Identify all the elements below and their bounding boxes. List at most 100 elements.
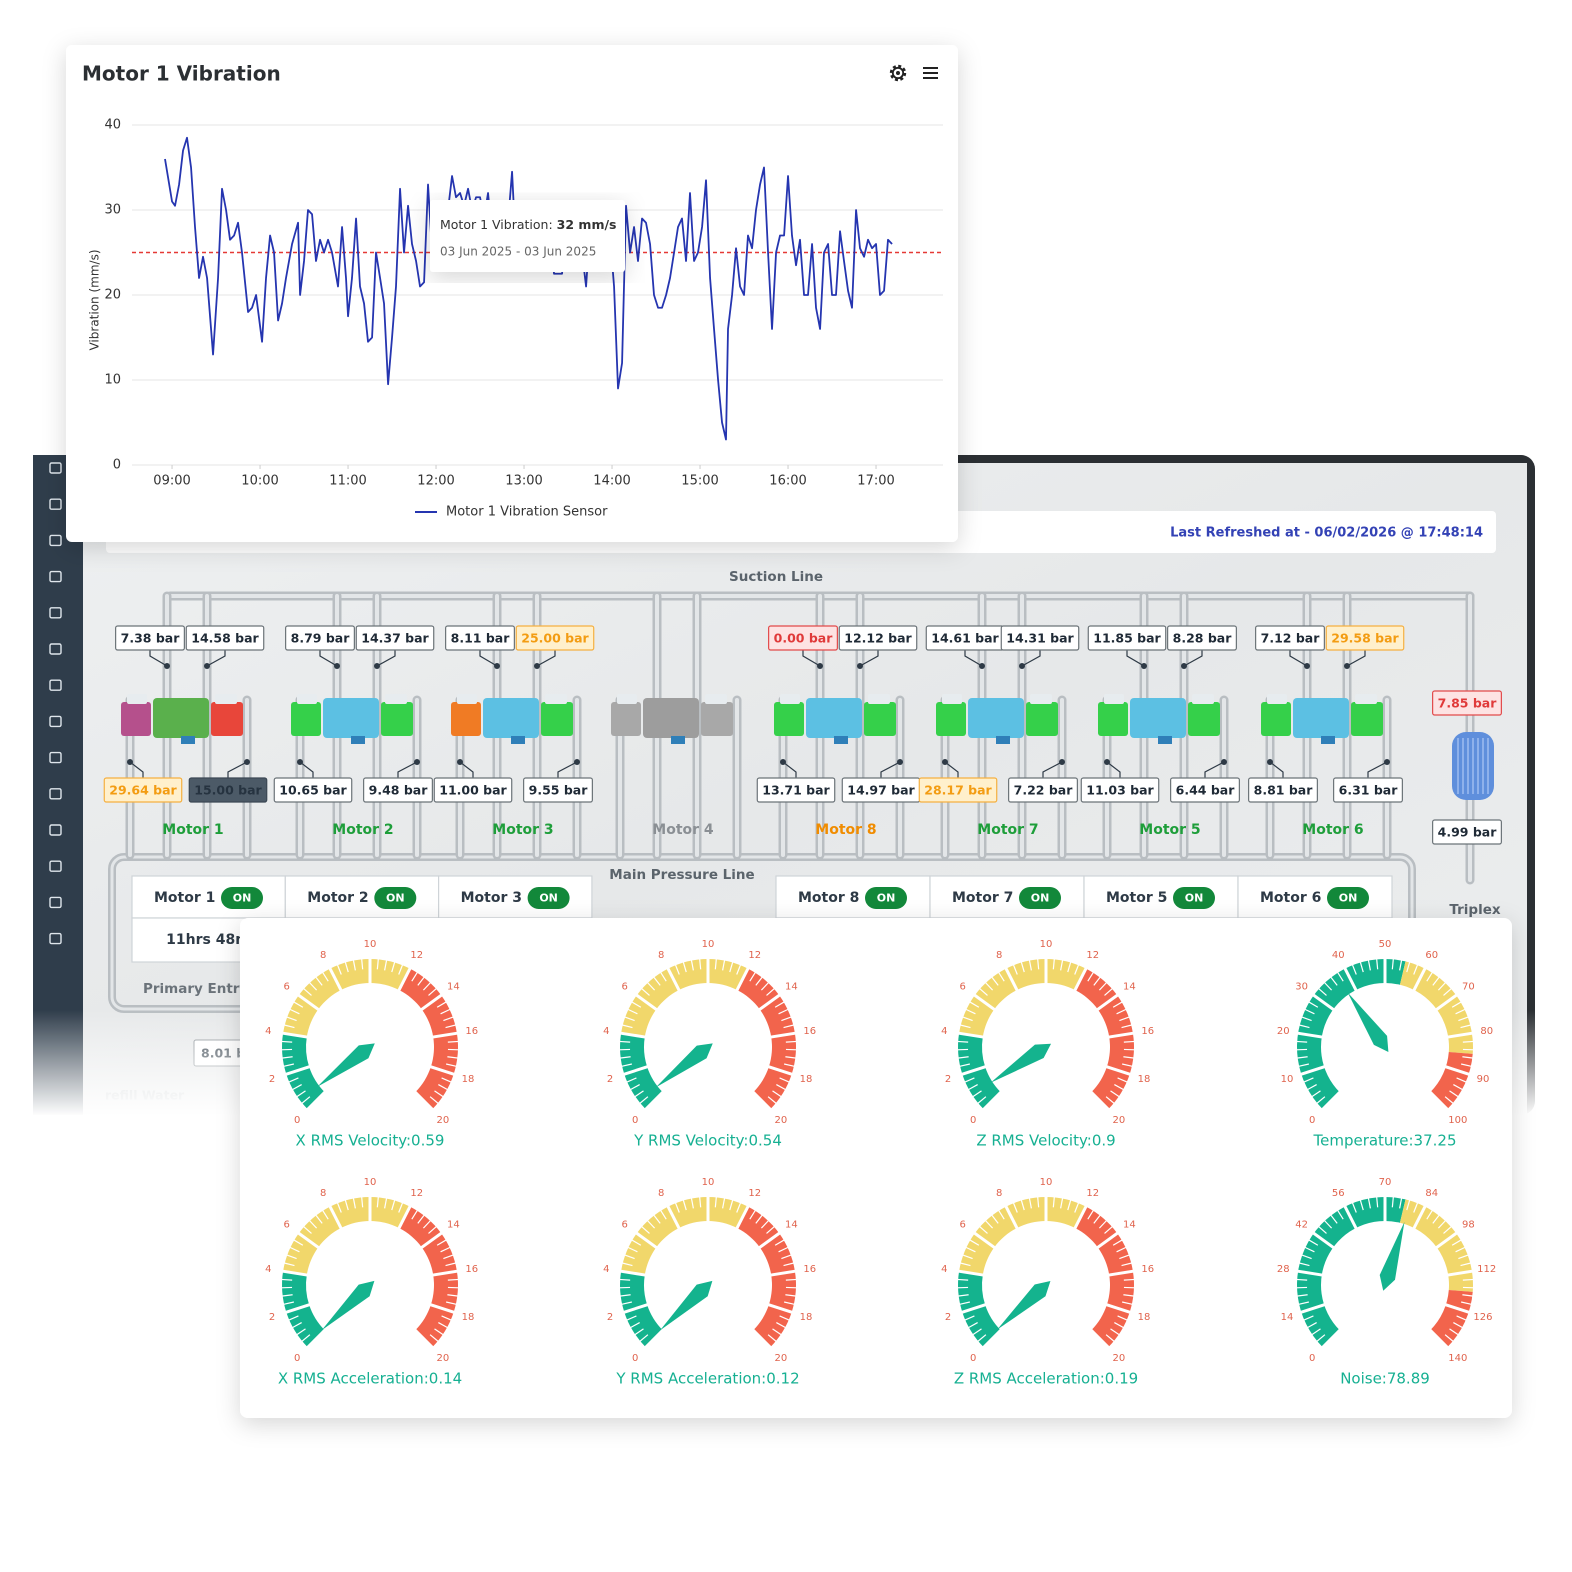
motor-name: Motor 4 [652,822,714,838]
menu-icon[interactable] [923,67,938,79]
pressure-label-box [918,777,998,803]
gauge-tick-label: 4 [941,1264,947,1275]
gauge-major-tick [734,1204,751,1231]
sidebar-icon[interactable] [49,751,62,764]
gauge-minor-tick [749,1209,757,1220]
gauge-minor-tick [422,981,432,991]
gauge-tick-label: 14 [1281,1312,1294,1323]
gauge-minor-tick [283,1262,295,1267]
gauge-minor-tick [1060,959,1064,971]
x-tick-label: 11:00 [329,474,366,489]
on-pill-label: ON [386,892,405,905]
x-tick-label: 13:00 [505,474,542,489]
gauge-minor-tick [624,1254,635,1260]
gauge-tick-label: 18 [1138,1074,1151,1085]
gauge-minor-tick [640,987,650,996]
pressure-label: 6.44 bar [1176,783,1236,798]
sidebar-icon[interactable] [49,607,62,619]
gauge-minor-tick [722,959,726,971]
sidebar-icon[interactable] [49,896,62,909]
gauge-tick-label: 20 [1112,1115,1125,1126]
sidebar-icon[interactable] [49,860,62,872]
gauge-minor-tick [969,1239,980,1246]
gauge-band [282,1271,325,1348]
gauge-major-tick [1320,1327,1343,1350]
tooltip-value: 32 mm/s [557,217,617,232]
connector [1126,650,1145,667]
sidebar-icon[interactable] [49,643,62,655]
gauge-tick-label: 98 [1462,1219,1475,1230]
gauge-minor-tick [440,1246,451,1253]
gauge-minor-tick [626,1315,637,1321]
gauge-major-tick [1295,1031,1324,1039]
gauge-tick-label: 84 [1425,1188,1438,1199]
sidebar-icon[interactable] [49,534,62,547]
gear-teeth[interactable] [889,64,907,82]
gauge-minor-tick [1110,1328,1120,1336]
gauge-minor-tick [417,1214,426,1224]
gear-hub[interactable] [896,71,900,75]
card [66,45,958,542]
gauge-minor-tick [1114,1084,1125,1091]
gauge-minor-tick [783,1262,795,1267]
gauge-minor-tick [1304,1246,1315,1253]
pressure-label-box [1087,625,1167,651]
motor-top [1030,694,1052,704]
gauge-minor-tick [1114,1322,1125,1329]
gauge-minor-tick [1012,964,1018,975]
sidebar-icon[interactable] [49,932,62,945]
sidebar-icon[interactable] [49,679,62,691]
gauge-major-tick [1443,1302,1472,1315]
y-tick-label: 0 [113,458,121,473]
connector-dot [1181,663,1187,669]
gauge-minor-tick [652,1214,661,1224]
gauge-minor-tick [1306,1322,1317,1329]
motor-end-left [1098,702,1128,736]
gauge-minor-tick [965,1008,976,1015]
gauge-minor-tick [778,1246,789,1253]
connector [944,761,959,778]
gauge-minor-tick [785,1040,797,1043]
gauge-major-tick [428,1302,457,1315]
gauge-tick-label: 8 [320,1188,326,1199]
gauge-major-tick [757,992,782,1012]
gauge-minor-tick [289,1246,300,1253]
gauge-minor-tick [1028,1197,1032,1209]
gauge: 0 14 28 42 56 70 84 98 112 126 140 Noise:78.89 [1277,1177,1496,1388]
gauge-minor-tick [445,1301,457,1306]
gauge-minor-tick [1037,958,1040,970]
gauge-needle [1347,992,1389,1052]
sidebar-icon[interactable] [49,715,62,728]
sidebar-icon[interactable] [49,462,62,474]
gear-body[interactable] [891,66,905,80]
gauge-minor-tick [1296,1278,1308,1281]
pressure-label-box [1248,777,1318,803]
gauge-minor-tick [1462,1056,1474,1059]
gauge-major-tick [643,1089,666,1112]
gauge-minor-tick [438,1322,449,1329]
gauge-band [620,1271,663,1348]
gauge-minor-tick [1359,961,1364,973]
gauge-minor-tick [1110,1090,1120,1098]
gauge-needle [990,1043,1052,1083]
sidebar-icon[interactable] [49,788,62,800]
gauge-tick-label: 14 [1123,1219,1136,1230]
gauge-minor-tick [1323,981,1333,991]
motor-end-right [1188,702,1220,736]
pressure-label: 8.28 bar [1173,631,1233,646]
gauge-minor-tick [447,1056,459,1059]
sidebar-icon[interactable] [49,824,62,836]
gauge-minor-tick [1074,1202,1080,1213]
settings-icon[interactable] [889,64,907,82]
gauge-tick-label: 90 [1477,1074,1490,1085]
gauge-minor-tick [1413,1202,1419,1213]
gauge-major-tick [419,992,444,1012]
gauge-value-label: Y RMS Acceleration:0.12 [615,1370,799,1388]
gauge-tick-label: 28 [1277,1264,1290,1275]
pressure-label: 10.65 bar [279,783,347,798]
tooltip-box [430,200,625,272]
sidebar-icon[interactable] [49,498,62,510]
sidebar-icon[interactable] [49,570,62,583]
